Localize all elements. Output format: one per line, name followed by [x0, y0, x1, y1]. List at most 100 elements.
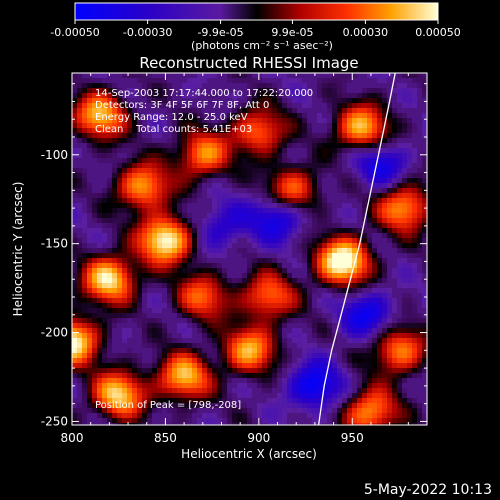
heatmap-cell: [247, 223, 252, 228]
heatmap-cell: [122, 363, 127, 368]
heatmap-cell: [87, 258, 92, 263]
heatmap-cell: [157, 353, 162, 358]
heatmap-cell: [297, 343, 302, 348]
heatmap-cell: [82, 303, 87, 308]
heatmap-cell: [312, 283, 317, 288]
heatmap-cell: [167, 273, 172, 278]
heatmap-cell: [72, 178, 77, 183]
heatmap-cell: [247, 358, 252, 363]
heatmap-cell: [177, 298, 182, 303]
heatmap-cell: [307, 253, 312, 258]
heatmap-cell: [317, 238, 322, 243]
heatmap-cell: [272, 358, 277, 363]
heatmap-cell: [157, 308, 162, 313]
heatmap-cell: [217, 238, 222, 243]
heatmap-cell: [252, 153, 257, 158]
heatmap-cell: [422, 73, 427, 78]
heatmap-cell: [207, 358, 212, 363]
heatmap-cell: [127, 258, 132, 263]
heatmap-cell: [377, 123, 382, 128]
heatmap-cell: [402, 203, 407, 208]
heatmap-cell: [217, 128, 222, 133]
heatmap-cell: [117, 198, 122, 203]
heatmap-cell: [107, 343, 112, 348]
heatmap-cell: [322, 208, 327, 213]
heatmap-cell: [377, 263, 382, 268]
heatmap-cell: [152, 388, 157, 393]
heatmap-cell: [132, 383, 137, 388]
heatmap-cell: [167, 408, 172, 413]
heatmap-cell: [352, 233, 357, 238]
heatmap-cell: [247, 348, 252, 353]
heatmap-cell: [207, 238, 212, 243]
heatmap-cell: [172, 268, 177, 273]
heatmap-cell: [77, 248, 82, 253]
heatmap-cell: [222, 128, 227, 133]
heatmap-cell: [342, 313, 347, 318]
heatmap-cell: [397, 198, 402, 203]
heatmap-cell: [187, 243, 192, 248]
heatmap-cell: [332, 88, 337, 93]
heatmap-cell: [182, 343, 187, 348]
heatmap-cell: [287, 373, 292, 378]
heatmap-cell: [202, 248, 207, 253]
heatmap-cell: [107, 208, 112, 213]
heatmap-cell: [157, 328, 162, 333]
heatmap-cell: [172, 193, 177, 198]
heatmap-cell: [242, 133, 247, 138]
heatmap-cell: [102, 403, 107, 408]
heatmap-cell: [307, 188, 312, 193]
heatmap-cell: [197, 188, 202, 193]
heatmap-cell: [162, 213, 167, 218]
heatmap-cell: [277, 323, 282, 328]
heatmap-cell: [77, 168, 82, 173]
heatmap-cell: [222, 218, 227, 223]
heatmap-cell: [132, 108, 137, 113]
heatmap-cell: [182, 198, 187, 203]
heatmap-cell: [277, 73, 282, 78]
heatmap-cell: [72, 98, 77, 103]
heatmap-cell: [242, 123, 247, 128]
heatmap-cell: [337, 208, 342, 213]
heatmap-cell: [172, 298, 177, 303]
heatmap-cell: [322, 223, 327, 228]
heatmap-cell: [187, 258, 192, 263]
heatmap-cell: [257, 208, 262, 213]
heatmap-cell: [332, 358, 337, 363]
heatmap-cell: [142, 393, 147, 398]
heatmap-cell: [222, 393, 227, 398]
heatmap-cell: [302, 208, 307, 213]
heatmap-cell: [72, 268, 77, 273]
heatmap-cell: [177, 293, 182, 298]
heatmap-cell: [342, 283, 347, 288]
heatmap-cell: [302, 138, 307, 143]
heatmap-cell: [267, 423, 272, 425]
heatmap-cell: [377, 308, 382, 313]
heatmap-cell: [267, 378, 272, 383]
heatmap-cell: [282, 178, 287, 183]
heatmap-cell: [142, 238, 147, 243]
heatmap-cell: [247, 218, 252, 223]
heatmap-cell: [237, 343, 242, 348]
heatmap-cell: [157, 198, 162, 203]
heatmap-cell: [82, 78, 87, 83]
heatmap-cell: [147, 188, 152, 193]
heatmap-cell: [287, 208, 292, 213]
heatmap-cell: [302, 113, 307, 118]
heatmap-cell: [182, 148, 187, 153]
heatmap-cell: [147, 233, 152, 238]
heatmap-cell: [117, 373, 122, 378]
heatmap-cell: [137, 253, 142, 258]
heatmap-cell: [197, 343, 202, 348]
heatmap-cell: [332, 353, 337, 358]
heatmap-cell: [217, 228, 222, 233]
heatmap-cell: [112, 268, 117, 273]
heatmap-cell: [192, 238, 197, 243]
heatmap-cell: [377, 388, 382, 393]
heatmap-cell: [222, 248, 227, 253]
heatmap-cell: [77, 183, 82, 188]
heatmap-cell: [407, 123, 412, 128]
colorbar-ticks: -0.00050 -0.00030 -9.9e-05 9.9e-05 0.00030 0.…: [50, 20, 461, 39]
heatmap-cell: [272, 88, 277, 93]
heatmap-cell: [217, 208, 222, 213]
